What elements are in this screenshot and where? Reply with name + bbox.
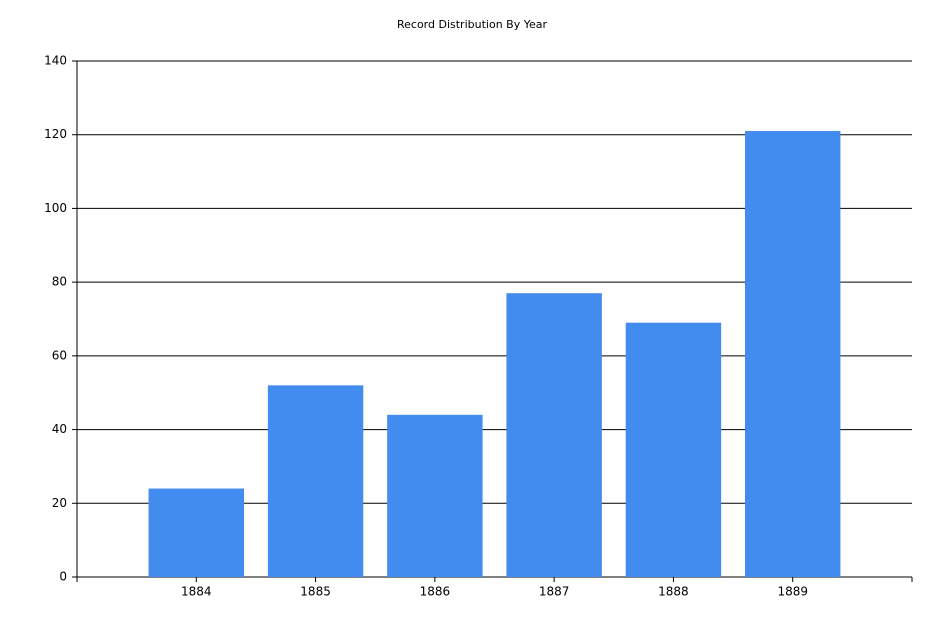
bar (745, 131, 841, 577)
x-tick-label: 1885 (300, 585, 331, 599)
y-tick-label: 120 (44, 127, 67, 141)
y-tick-label: 80 (52, 275, 67, 289)
y-tick-label: 100 (44, 201, 67, 215)
y-tick-label: 40 (52, 422, 67, 436)
x-tick-label: 1889 (777, 585, 808, 599)
x-tick-label: 1887 (539, 585, 570, 599)
bar (267, 385, 364, 577)
bar (625, 322, 722, 577)
y-tick-label: 0 (59, 570, 67, 584)
bar (506, 293, 602, 577)
x-tick-label: 1886 (420, 585, 451, 599)
bar (387, 414, 483, 577)
y-tick-label: 60 (52, 348, 67, 362)
x-tick-label: 1888 (658, 585, 689, 599)
y-tick-label: 20 (52, 496, 67, 510)
x-tick-label: 1884 (181, 585, 212, 599)
chart-title: Record Distribution By Year (397, 18, 547, 31)
bar (148, 488, 244, 577)
y-tick-label: 140 (44, 54, 67, 68)
